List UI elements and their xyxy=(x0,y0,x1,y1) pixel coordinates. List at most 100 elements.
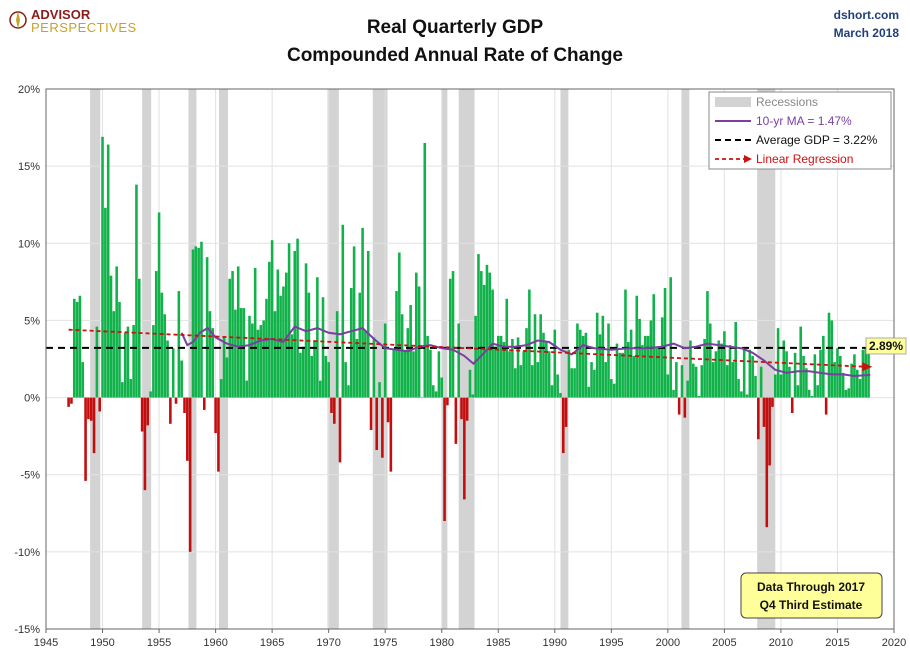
gdp-bar xyxy=(253,267,257,398)
gdp-bar xyxy=(649,320,653,398)
gdp-bar xyxy=(123,332,127,398)
gdp-bar xyxy=(751,355,754,398)
regression-arrow-icon xyxy=(862,362,873,372)
gdp-bar xyxy=(757,397,760,440)
gdp-bar xyxy=(344,362,347,398)
gdp-bar xyxy=(570,368,574,398)
gdp-bar xyxy=(463,397,466,500)
gdp-bar xyxy=(827,312,831,398)
gdp-bar xyxy=(262,320,265,398)
gdp-bar xyxy=(406,328,410,398)
x-tick-label: 1950 xyxy=(90,637,114,649)
gdp-bar xyxy=(864,348,868,398)
note-line2: Q4 Third Estimate xyxy=(760,598,863,612)
gdp-bar xyxy=(511,338,514,398)
advisor-perspectives-logo[interactable]: ADVISOR PERSPECTIVES xyxy=(9,7,137,35)
gdp-bar xyxy=(689,340,692,398)
gdp-bar xyxy=(440,377,444,398)
gdp-bar xyxy=(669,277,672,398)
gdp-bar xyxy=(593,369,596,398)
gdp-bar xyxy=(417,286,421,398)
gdp-bar xyxy=(576,323,579,398)
chart-subtitle: Compounded Annual Rate of Change xyxy=(287,45,623,66)
gdp-bar xyxy=(703,338,706,398)
gdp-bar xyxy=(429,349,432,398)
gdp-bar xyxy=(567,349,571,398)
gdp-bar xyxy=(615,343,619,398)
gdp-bar xyxy=(587,386,591,398)
gdp-bar xyxy=(143,397,147,491)
gdp-bar xyxy=(372,337,376,398)
gdp-bar xyxy=(561,397,565,454)
x-tick-label: 2015 xyxy=(825,637,849,649)
gdp-bar xyxy=(805,368,808,398)
gdp-bar xyxy=(740,391,743,398)
gdp-bar xyxy=(316,277,319,398)
gdp-bar xyxy=(530,365,534,398)
gdp-bar xyxy=(121,382,124,398)
gdp-bar xyxy=(194,246,198,398)
gdp-bar xyxy=(352,246,356,398)
gdp-bar xyxy=(231,271,234,398)
gdp-bar xyxy=(675,362,678,398)
recession-band xyxy=(90,89,101,629)
gdp-bar xyxy=(839,355,842,398)
gdp-bar xyxy=(366,251,370,398)
gdp-bar xyxy=(222,337,226,398)
gdp-bar xyxy=(494,346,497,398)
gdp-bar xyxy=(813,354,817,398)
y-tick-label: 15% xyxy=(18,161,40,173)
gdp-bar xyxy=(228,278,232,398)
gdp-bar xyxy=(725,365,729,398)
gdp-bar xyxy=(208,311,212,398)
gdp-bar xyxy=(655,348,658,398)
gdp-bar xyxy=(118,301,121,398)
gdp-bar xyxy=(542,332,545,398)
gdp-bar xyxy=(536,362,540,398)
gdp-bar xyxy=(601,315,605,398)
gdp-bar xyxy=(796,385,800,398)
overlay-lines xyxy=(46,325,894,378)
gdp-bar xyxy=(203,397,206,410)
x-tick-label: 1985 xyxy=(486,637,510,649)
gdp-bar xyxy=(471,394,475,398)
gdp-bar xyxy=(248,315,251,398)
gdp-bar xyxy=(163,314,167,398)
gdp-bar xyxy=(403,351,407,398)
gdp-bar xyxy=(612,383,616,398)
gdp-bar xyxy=(347,385,350,398)
gdp-bar xyxy=(677,397,681,415)
y-tick-label: -10% xyxy=(14,547,40,559)
y-axis-ticks: -15% -10% -5% 0% 5% 10% 15% 20% xyxy=(14,84,40,636)
gdp-bar xyxy=(686,380,689,398)
gdp-bar xyxy=(318,380,322,398)
gdp-bar xyxy=(550,385,554,398)
gdp-bar xyxy=(754,375,757,398)
recession-band xyxy=(441,89,448,629)
logo-bottom-text: PERSPECTIVES xyxy=(31,20,137,35)
gdp-bar xyxy=(643,335,647,398)
gdp-bar xyxy=(378,382,381,398)
gdp-bar xyxy=(573,368,576,398)
x-tick-label: 2010 xyxy=(769,637,793,649)
x-tick-label: 1955 xyxy=(147,637,171,649)
y-tick-label: 10% xyxy=(18,238,40,250)
gdp-bar xyxy=(468,369,472,398)
gdp-bar xyxy=(270,240,274,398)
gdp-bar xyxy=(488,272,492,398)
gdp-bar xyxy=(748,349,752,398)
gdp-bar xyxy=(259,325,263,398)
gdp-bar xyxy=(89,397,93,421)
gdp-bar xyxy=(513,368,517,398)
gdp-bar xyxy=(409,305,412,398)
gdp-bar xyxy=(627,342,630,398)
data-note: Data Through 2017 Q4 Third Estimate xyxy=(740,572,883,619)
regression-label-box xyxy=(865,337,907,355)
gdp-bar xyxy=(731,362,735,398)
source-label: dshort.com xyxy=(834,8,899,22)
gdp-bar xyxy=(296,238,299,398)
gdp-bar xyxy=(824,397,828,415)
gdp-bar xyxy=(621,352,624,398)
gdp-bar xyxy=(188,397,192,552)
gdp-bar xyxy=(279,295,282,398)
